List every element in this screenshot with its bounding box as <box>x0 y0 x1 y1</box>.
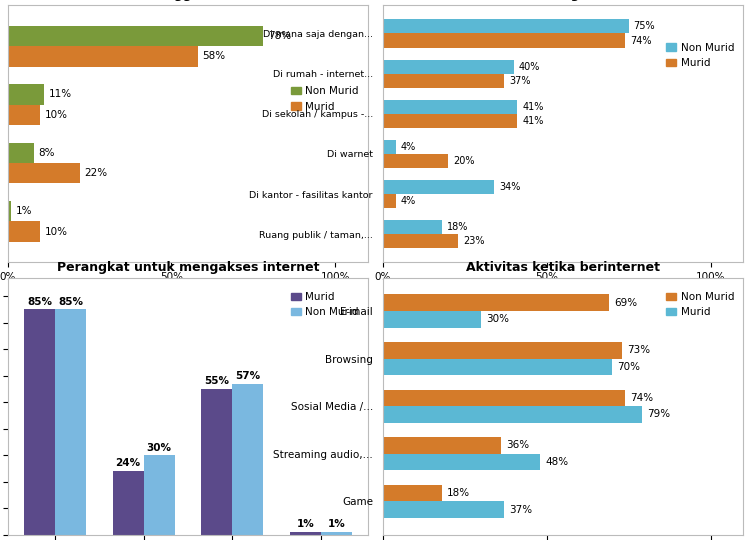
Bar <box>383 73 504 87</box>
Bar <box>383 154 448 168</box>
Text: 57%: 57% <box>235 371 261 381</box>
Text: 78%: 78% <box>268 31 291 41</box>
Bar <box>383 359 612 375</box>
Text: 41%: 41% <box>522 116 544 126</box>
Bar <box>383 140 396 154</box>
Text: 37%: 37% <box>509 76 530 86</box>
Text: 73%: 73% <box>627 345 650 355</box>
Title: Perangkat untuk mengakses internet: Perangkat untuk mengakses internet <box>56 261 319 274</box>
Text: 1%: 1% <box>16 206 32 216</box>
Text: 20%: 20% <box>454 156 475 166</box>
Text: 11%: 11% <box>49 90 71 99</box>
Text: 4%: 4% <box>401 142 416 152</box>
Text: 85%: 85% <box>27 297 52 307</box>
Bar <box>383 220 442 234</box>
Text: 55%: 55% <box>204 376 229 386</box>
Legend: Non Murid, Murid: Non Murid, Murid <box>662 38 738 72</box>
Bar <box>383 311 481 328</box>
Text: 22%: 22% <box>85 168 107 178</box>
Text: 4%: 4% <box>401 196 416 206</box>
Bar <box>383 33 626 48</box>
Bar <box>383 194 396 208</box>
Text: 30%: 30% <box>146 442 171 453</box>
Bar <box>383 406 642 423</box>
Text: 30%: 30% <box>486 314 509 325</box>
Bar <box>143 455 174 535</box>
Legend: Non Murid, Murid: Non Murid, Murid <box>287 82 363 116</box>
Text: 74%: 74% <box>630 36 652 45</box>
Title: Aktivitas ketika berinternet: Aktivitas ketika berinternet <box>466 261 660 274</box>
Bar <box>113 471 143 535</box>
Bar <box>383 501 504 518</box>
Text: 40%: 40% <box>519 62 540 72</box>
Text: 74%: 74% <box>630 393 653 403</box>
Text: 10%: 10% <box>45 227 68 237</box>
Bar <box>8 46 198 67</box>
Text: 23%: 23% <box>463 236 484 246</box>
Bar <box>383 389 626 406</box>
Legend: Murid, Non Murid: Murid, Non Murid <box>287 288 363 322</box>
Text: 70%: 70% <box>617 362 640 372</box>
Bar <box>8 163 80 184</box>
Bar <box>8 26 264 46</box>
Text: 37%: 37% <box>509 504 532 515</box>
Text: 18%: 18% <box>447 488 470 498</box>
Bar <box>383 100 517 114</box>
Bar <box>383 454 540 470</box>
Bar <box>383 342 622 359</box>
Bar <box>8 84 44 105</box>
Bar <box>383 19 629 33</box>
Bar <box>8 221 41 242</box>
Text: 8%: 8% <box>38 148 55 158</box>
Text: 34%: 34% <box>499 182 520 192</box>
Text: 10%: 10% <box>45 110 68 120</box>
Title: Lokasi untuk mengakses internet: Lokasi untuk mengakses internet <box>446 0 680 2</box>
Bar <box>383 234 458 248</box>
Bar <box>383 180 494 194</box>
Text: 24%: 24% <box>116 458 140 468</box>
Text: 41%: 41% <box>522 102 544 112</box>
Text: 58%: 58% <box>203 51 226 62</box>
Bar <box>8 201 11 221</box>
Bar <box>383 294 609 311</box>
Text: 48%: 48% <box>545 457 569 467</box>
Text: 18%: 18% <box>447 222 468 232</box>
Bar <box>383 114 517 128</box>
Text: 1%: 1% <box>297 519 314 529</box>
Bar <box>232 383 264 535</box>
Title: Frekuensi menggunakan internet: Frekuensi menggunakan internet <box>71 0 305 2</box>
Text: 1%: 1% <box>327 519 345 529</box>
Text: 36%: 36% <box>505 441 529 450</box>
Bar <box>55 309 86 535</box>
Text: 75%: 75% <box>634 22 655 31</box>
Bar <box>201 389 232 535</box>
Text: 79%: 79% <box>647 409 670 420</box>
Bar <box>383 437 501 454</box>
Text: 85%: 85% <box>58 297 83 307</box>
Text: 69%: 69% <box>614 298 637 308</box>
Bar <box>290 532 321 535</box>
Bar <box>8 105 41 125</box>
Bar <box>383 59 514 73</box>
Bar <box>321 532 352 535</box>
Bar <box>8 143 34 163</box>
Bar <box>24 309 55 535</box>
Bar <box>383 484 442 501</box>
Legend: Non Murid, Murid: Non Murid, Murid <box>662 288 738 322</box>
